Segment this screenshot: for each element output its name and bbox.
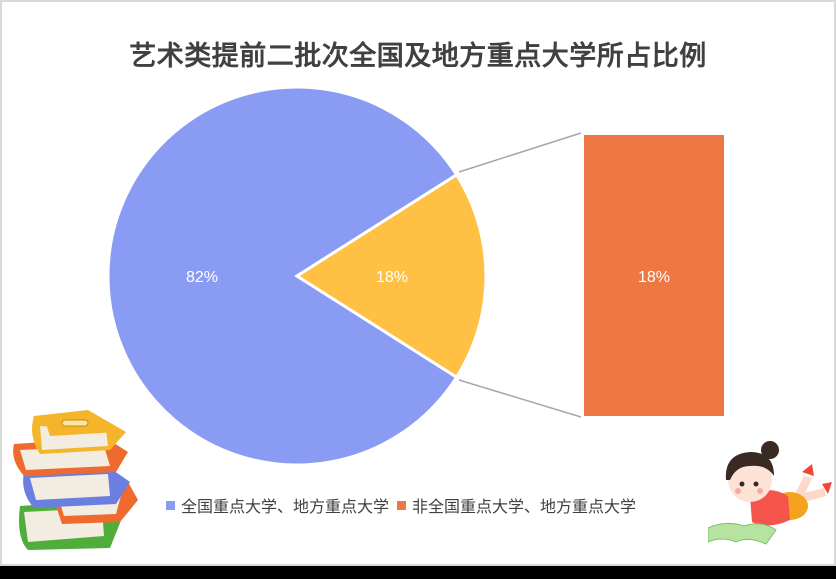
label-bar: 18% <box>638 269 670 286</box>
label-main: 82% <box>186 269 218 286</box>
chart-title: 艺术类提前二批次全国及地方重点大学所占比例 <box>129 41 707 72</box>
pie-slice-secondary[interactable] <box>294 172 488 380</box>
legend-item-main[interactable]: 全国重点大学、地方重点大学 <box>166 493 389 517</box>
label-secondary: 18% <box>376 269 408 286</box>
books-stack-icon <box>13 410 138 550</box>
legend-item-secondary[interactable]: 非全国重点大学、地方重点大学 <box>397 493 636 517</box>
pie-slice-main[interactable] <box>106 85 459 467</box>
legend-swatch-secondary <box>397 500 407 510</box>
legend-label-secondary: 非全国重点大学、地方重点大学 <box>412 497 637 516</box>
secondary-bar[interactable] <box>584 135 724 416</box>
legend-label-main: 全国重点大学、地方重点大学 <box>181 497 390 516</box>
girl-reading-icon <box>708 441 832 545</box>
legend: 全国重点大学、地方重点大学 非全国重点大学、地方重点大学 <box>166 493 644 517</box>
legend-swatch-main <box>166 500 175 510</box>
connector-line-top <box>458 132 582 173</box>
connector-line-bottom <box>458 379 582 418</box>
